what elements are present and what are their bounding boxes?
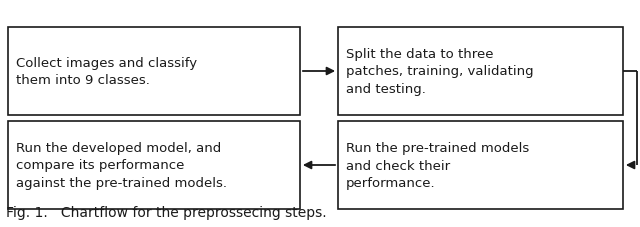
Text: Fig. 1.   Chartflow for the preprossecing steps.: Fig. 1. Chartflow for the preprossecing …	[6, 205, 326, 219]
Text: Collect images and classify
them into 9 classes.: Collect images and classify them into 9 …	[16, 57, 197, 87]
Bar	[338, 121, 623, 209]
Text: Split the data to three
patches, training, validating
and testing.: Split the data to three patches, trainin…	[346, 48, 534, 96]
Text: Run the developed model, and
compare its performance
against the pre-trained mod: Run the developed model, and compare its…	[16, 141, 227, 189]
Bar	[338, 28, 623, 116]
Bar	[8, 28, 300, 116]
Text: Run the pre-trained models
and check their
performance.: Run the pre-trained models and check the…	[346, 141, 529, 189]
Bar	[8, 121, 300, 209]
